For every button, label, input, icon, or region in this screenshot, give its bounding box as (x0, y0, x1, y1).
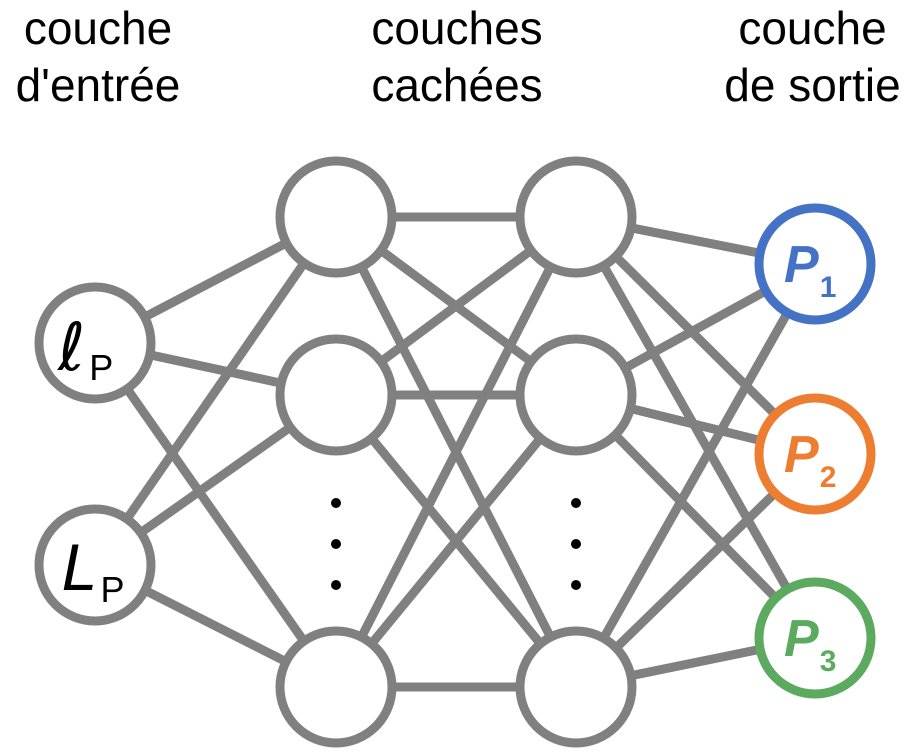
hidden-layers-header-line2: cachées (371, 59, 543, 111)
output-node-1-label: P1 (784, 236, 836, 304)
output-node-2-label: P2 (784, 426, 836, 494)
neurons (34, 156, 876, 748)
output-node-1-sub: 1 (820, 271, 837, 304)
connection-line (91, 214, 340, 568)
hidden-layers-header: couches cachées (346, 0, 568, 114)
ellipsis-dot (331, 539, 341, 549)
input-layer-header-line1: couche (23, 2, 173, 54)
output-node-2-sub: 2 (820, 461, 837, 494)
connections (91, 212, 819, 692)
input-layer-header: couche d'entrée (0, 0, 196, 114)
hidden-layers-header-line1: couches (371, 2, 543, 54)
hidden1-node-top (275, 156, 397, 278)
connection-line (332, 392, 580, 690)
input-layer-header-line2: d'entrée (15, 59, 181, 111)
connection-line (91, 340, 340, 690)
output-node-1-main: P (784, 236, 819, 294)
connection-line (572, 261, 819, 690)
output-node-3-label: P3 (784, 610, 836, 678)
hidden2-node-top (515, 156, 637, 278)
hidden1-node-middle (275, 334, 397, 456)
hidden1-ellipsis (331, 498, 341, 590)
input-node-1-main: ℓ (57, 309, 85, 386)
hidden2-ellipsis (571, 498, 581, 590)
ellipsis-dot (571, 580, 581, 590)
ellipsis-dot (331, 580, 341, 590)
output-node-2-main: P (784, 426, 819, 484)
input-node-1-sub: P (89, 347, 113, 388)
input-node-2-main: L (62, 532, 97, 605)
connection-line (331, 214, 581, 690)
output-node-2 (754, 393, 876, 515)
ellipsis-dot (571, 539, 581, 549)
ellipsis-dot (331, 498, 341, 508)
output-layer-header-line1: couche (738, 2, 887, 54)
hidden2-node-middle (515, 334, 637, 456)
input-node-2 (34, 504, 156, 626)
input-node-1 (34, 282, 156, 404)
output-node-3 (754, 577, 876, 699)
hidden2-node-bottom (515, 626, 637, 748)
ellipsis-dot (571, 498, 581, 508)
output-node-1 (754, 203, 876, 325)
output-node-3-sub: 3 (820, 645, 837, 678)
output-layer-header-line2: de sortie (724, 59, 901, 111)
input-node-2-sub: P (101, 569, 125, 610)
output-layer-header: couche de sortie (707, 0, 918, 114)
output-node-3-main: P (784, 610, 819, 668)
hidden1-node-bottom (275, 626, 397, 748)
